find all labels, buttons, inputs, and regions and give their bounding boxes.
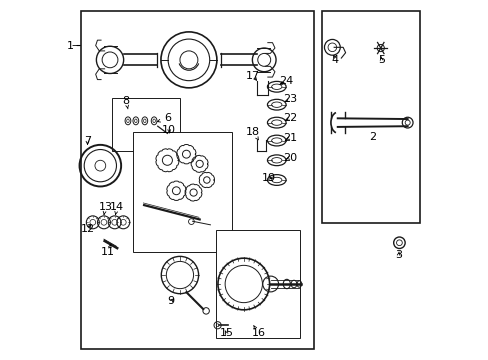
Text: 4: 4 <box>331 54 338 64</box>
Text: 21: 21 <box>283 133 297 143</box>
Text: 18: 18 <box>245 127 260 140</box>
Text: 20: 20 <box>283 153 297 163</box>
Text: 3: 3 <box>394 249 402 260</box>
Text: 8: 8 <box>122 96 129 109</box>
Bar <box>81 12 314 348</box>
Text: 6: 6 <box>157 113 170 123</box>
Text: 9: 9 <box>167 296 174 306</box>
Text: 14: 14 <box>110 202 124 215</box>
Text: 17: 17 <box>245 71 260 81</box>
Text: 16: 16 <box>251 326 265 338</box>
Text: 15: 15 <box>219 328 233 338</box>
Text: 7: 7 <box>84 136 91 146</box>
Bar <box>112 98 180 151</box>
Text: 1: 1 <box>67 41 74 50</box>
Text: 23: 23 <box>283 94 297 104</box>
Text: 2: 2 <box>368 132 376 142</box>
Bar <box>215 230 300 338</box>
Bar <box>133 132 231 252</box>
Text: 19: 19 <box>261 173 275 183</box>
Bar <box>321 12 419 223</box>
Text: 11: 11 <box>101 244 115 257</box>
Text: 5: 5 <box>377 54 384 64</box>
Text: 24: 24 <box>279 76 293 86</box>
Text: 10: 10 <box>162 125 176 135</box>
Text: 22: 22 <box>283 113 297 123</box>
Text: –: – <box>72 41 77 50</box>
Text: 12: 12 <box>80 225 94 234</box>
Text: 13: 13 <box>98 202 112 215</box>
